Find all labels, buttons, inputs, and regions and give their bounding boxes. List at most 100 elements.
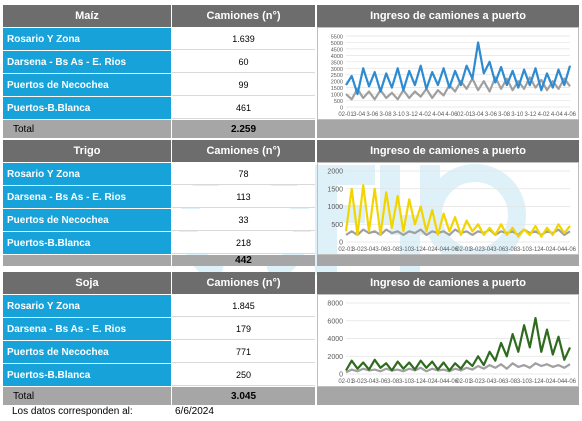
row-value: 1.845 — [172, 295, 315, 317]
x-tick-label: 4-04 — [552, 247, 565, 253]
x-tick-label: 3-08 — [505, 379, 518, 385]
section-title: Trigo — [3, 140, 171, 162]
x-tick-label: 4-06 — [445, 112, 458, 118]
column-header-camiones: Camiones (n°) — [172, 140, 315, 162]
x-tick-label: 4-02 — [423, 379, 436, 385]
row-label: Puertos de Necochea — [3, 209, 171, 231]
total-band — [317, 120, 579, 138]
x-tick-label: 3-08 — [380, 112, 393, 118]
row-label: Rosario Y Zona — [3, 295, 171, 317]
x-tick-label: 3-06 — [366, 112, 379, 118]
x-tick-label: 3-12 — [529, 379, 542, 385]
row-label: Puertos-B.Blanca — [3, 97, 171, 119]
x-tick-label: 3-04 — [481, 247, 494, 253]
row-value: 33 — [172, 209, 315, 231]
series-line — [345, 317, 571, 372]
y-tick-label: 1000 — [327, 204, 343, 211]
row-label: Rosario Y Zona — [3, 163, 171, 185]
x-tick-label: 3-02 — [470, 379, 483, 385]
x-tick-label: 4-06 — [446, 247, 459, 253]
x-tick-label: 3-04 — [353, 112, 366, 118]
total-band — [317, 255, 579, 266]
x-tick-label: 02-01 — [456, 379, 472, 385]
row-value: 250 — [172, 364, 315, 386]
y-tick-label: 2000 — [327, 169, 343, 176]
total-value: 442 — [172, 255, 315, 266]
chart-area: 0 500 1000 1500 2000 2500 3000 3500 4000 4500 5000… — [317, 27, 579, 120]
x-tick-label: 3-04 — [364, 379, 377, 385]
total-label — [3, 255, 171, 266]
x-tick-label: 3-12 — [411, 379, 424, 385]
x-tick-label: 02-01 — [338, 379, 354, 385]
y-tick-label: 3500 — [331, 60, 343, 66]
row-value: 99 — [172, 74, 315, 96]
y-tick-label: 0 — [340, 106, 343, 112]
chart-title: Ingreso de camiones a puerto — [317, 140, 579, 162]
x-tick-label: 3-10 — [393, 112, 406, 118]
x-tick-label: 4-04 — [551, 112, 564, 118]
total-label: Total — [3, 120, 171, 138]
x-tick-label: 3-10 — [399, 379, 412, 385]
row-label: Rosario Y Zona — [3, 28, 171, 50]
row-value: 461 — [172, 97, 315, 119]
total-label: Total — [3, 387, 171, 405]
y-tick-label: 500 — [331, 222, 343, 229]
x-tick-label: 4-02 — [540, 247, 553, 253]
y-tick-label: 1000 — [331, 93, 343, 99]
total-value: 3.045 — [172, 387, 315, 405]
total-band — [317, 387, 579, 405]
y-tick-label: 5000 — [331, 41, 343, 47]
x-tick-label: 02-01 — [338, 247, 354, 253]
x-tick-label: 3-08 — [498, 112, 511, 118]
series-line — [345, 362, 571, 374]
x-tick-label: 3-08 — [505, 247, 518, 253]
x-tick-label: 3-10 — [517, 247, 530, 253]
y-tick-label: 4000 — [327, 336, 343, 343]
x-tick-label: 3-04 — [481, 379, 494, 385]
x-tick-label: 4-06 — [446, 379, 459, 385]
x-tick-label: 3-08 — [387, 247, 400, 253]
y-tick-label: 2000 — [327, 354, 343, 361]
x-tick-label: 3-02 — [352, 247, 365, 253]
y-tick-label: 0 — [339, 372, 343, 379]
series-line — [344, 184, 571, 238]
y-tick-label: 5500 — [331, 35, 343, 41]
row-value: 60 — [172, 51, 315, 73]
x-tick-label: 4-02 — [540, 379, 553, 385]
x-tick-label: 3-06 — [493, 379, 506, 385]
row-label: Puertos de Necochea — [3, 74, 171, 96]
row-value: 771 — [172, 341, 315, 363]
x-tick-label: 3-10 — [399, 247, 412, 253]
row-value: 113 — [172, 186, 315, 208]
x-tick-label: 4-04 — [434, 247, 447, 253]
x-tick-label: 4-04 — [434, 379, 447, 385]
x-tick-label: 3-12 — [406, 112, 419, 118]
column-header-camiones: Camiones (n°) — [172, 272, 315, 294]
row-label: Puertos-B.Blanca — [3, 364, 171, 386]
y-tick-label: 4500 — [331, 47, 343, 53]
y-tick-label: 1500 — [331, 86, 343, 92]
x-tick-label: 4-02 — [538, 112, 551, 118]
y-tick-label: 2000 — [331, 80, 343, 86]
x-tick-label: 3-12 — [524, 112, 537, 118]
y-tick-label: 3000 — [331, 67, 343, 73]
row-label: Darsena - Bs As - E. Rios — [3, 318, 171, 340]
row-label: Puertos de Necochea — [3, 341, 171, 363]
x-tick-label: 3-12 — [529, 247, 542, 253]
x-tick-label: 4-06 — [564, 379, 577, 385]
x-tick-label: 3-06 — [375, 379, 388, 385]
x-tick-label: 3-06 — [485, 112, 498, 118]
row-label: Puertos-B.Blanca — [3, 232, 171, 254]
x-tick-label: 3-06 — [375, 247, 388, 253]
series-line — [345, 41, 572, 96]
x-tick-label: 3-04 — [364, 247, 377, 253]
column-header-camiones: Camiones (n°) — [172, 5, 315, 27]
y-tick-label: 2500 — [331, 73, 343, 79]
chart-title: Ingreso de camiones a puerto — [317, 272, 579, 294]
total-value: 2.259 — [172, 120, 315, 138]
y-tick-label: 500 — [334, 99, 343, 105]
x-tick-label: 3-12 — [411, 247, 424, 253]
y-tick-label: 8000 — [327, 301, 343, 308]
footer-date: 6/6/2024 — [175, 406, 214, 417]
y-tick-label: 4000 — [331, 54, 343, 60]
